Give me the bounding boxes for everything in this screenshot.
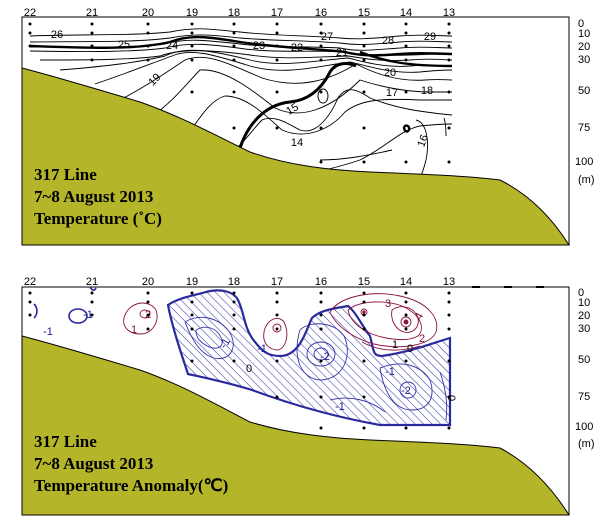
caption-line: 317 Line xyxy=(34,432,97,451)
station-label: 18 xyxy=(228,7,240,19)
caption-line: 317 Line xyxy=(34,165,97,184)
depth-label: 10 xyxy=(578,297,590,309)
caption-line: 7~8 August 2013 xyxy=(34,454,153,473)
contour-label: -1 xyxy=(385,366,395,378)
depth-labels: 0 10 20 30 50 75 100 (m) xyxy=(575,18,595,186)
station-label: 15 xyxy=(358,7,370,19)
temperature-caption: 317 Line 7~8 August 2013 Temperature (˚C… xyxy=(34,165,162,228)
station-label: 22 xyxy=(24,7,36,19)
depth-label: 30 xyxy=(578,54,590,66)
isotherm-label: 21 xyxy=(336,47,348,59)
isotherm-label: 23 xyxy=(253,40,265,52)
anomaly-caption: 317 Line 7~8 August 2013 Temperature Ano… xyxy=(34,432,228,495)
isotherm-label: 18 xyxy=(421,85,433,97)
caption-line: Temperature (˚C) xyxy=(34,209,162,228)
isotherm-15 xyxy=(238,62,357,149)
depth-label: 20 xyxy=(578,310,590,322)
isotherm-label: 22 xyxy=(291,42,303,54)
isotherm-label: 28 xyxy=(382,35,394,47)
station-label: 21 xyxy=(86,7,98,19)
station-label: 15 xyxy=(358,276,370,288)
station-label: 13 xyxy=(443,7,455,19)
top-markers xyxy=(472,286,544,288)
contour-label: -1 xyxy=(257,343,267,355)
anomaly-panel: 22 21 20 19 18 17 16 15 14 13 0 10 20 30… xyxy=(21,276,595,516)
contour-label: -1 xyxy=(335,401,345,413)
sample-points xyxy=(28,291,451,430)
depth-unit: (m) xyxy=(578,438,595,450)
depth-label: 75 xyxy=(578,391,590,403)
depth-labels: 0 10 20 30 50 75 100 (m) xyxy=(575,287,595,450)
contour-label: -1 xyxy=(83,309,93,321)
negative-contours xyxy=(33,286,448,421)
station-label: 18 xyxy=(228,276,240,288)
station-label: 19 xyxy=(186,276,198,288)
depth-label: 100 xyxy=(575,421,593,433)
isotherm-label: 17 xyxy=(386,87,398,99)
depth-label: 20 xyxy=(578,41,590,53)
depth-label: 75 xyxy=(578,122,590,134)
isotherm-label: 25 xyxy=(118,39,130,51)
isotherm-label: 16 xyxy=(415,133,430,149)
contour-label: -1 xyxy=(43,326,53,338)
depth-label: 0 xyxy=(578,287,584,299)
seabed xyxy=(21,67,570,246)
station-label: 22 xyxy=(24,276,36,288)
isotherm-label: 24 xyxy=(166,40,178,52)
contour-label: 0 xyxy=(445,395,457,401)
contour-label: 1 xyxy=(392,339,398,351)
depth-label: 30 xyxy=(578,323,590,335)
contour-label: 3 xyxy=(385,298,391,310)
isotherm-label: 15 xyxy=(284,101,301,118)
station-labels: 22 21 20 19 18 17 16 15 14 13 xyxy=(24,7,455,19)
station-label: 19 xyxy=(186,7,198,19)
station-label: 20 xyxy=(142,276,154,288)
station-label: 21 xyxy=(86,276,98,288)
caption-line: Temperature Anomaly(℃) xyxy=(34,476,228,495)
contour-label: -2 xyxy=(320,351,330,363)
contour-label: 1 xyxy=(131,324,137,336)
depth-label: 0 xyxy=(578,18,584,30)
station-label: 17 xyxy=(271,276,283,288)
sample-points xyxy=(28,22,451,164)
depth-label: 50 xyxy=(578,354,590,366)
station-label: 17 xyxy=(271,7,283,19)
isotherm-label: 20 xyxy=(384,67,396,79)
depth-label: 10 xyxy=(578,28,590,40)
isotherm-thick xyxy=(29,35,453,133)
isotherms xyxy=(29,28,453,183)
station-label: 13 xyxy=(443,276,455,288)
station-label: 16 xyxy=(315,7,327,19)
station-labels: 22 21 20 19 18 17 16 15 14 13 xyxy=(24,276,455,288)
isotherm-label: 29 xyxy=(424,31,436,43)
isotherm-label: 26 xyxy=(51,29,63,41)
station-label: 16 xyxy=(315,276,327,288)
contour-label: -2 xyxy=(401,385,411,397)
station-label: 14 xyxy=(400,276,412,288)
depth-label: 50 xyxy=(578,85,590,97)
isotherm-label: 14 xyxy=(291,137,303,149)
temperature-panel: 22 21 20 19 18 17 16 15 14 13 0 10 20 30… xyxy=(21,7,595,246)
contour-label: 2 xyxy=(419,333,425,345)
depth-label: 100 xyxy=(575,156,593,168)
contour-label: 4 xyxy=(413,311,426,322)
station-label: 14 xyxy=(400,7,412,19)
station-label: 20 xyxy=(142,7,154,19)
caption-line: 7~8 August 2013 xyxy=(34,187,153,206)
isotherm-label: 27 xyxy=(321,31,333,43)
seabed xyxy=(21,335,570,516)
contour-label: 0 xyxy=(407,343,413,355)
negative-anomaly-region xyxy=(166,289,452,427)
contour-label: 0 xyxy=(246,363,252,375)
depth-unit: (m) xyxy=(578,174,595,186)
positive-contours xyxy=(123,293,438,351)
